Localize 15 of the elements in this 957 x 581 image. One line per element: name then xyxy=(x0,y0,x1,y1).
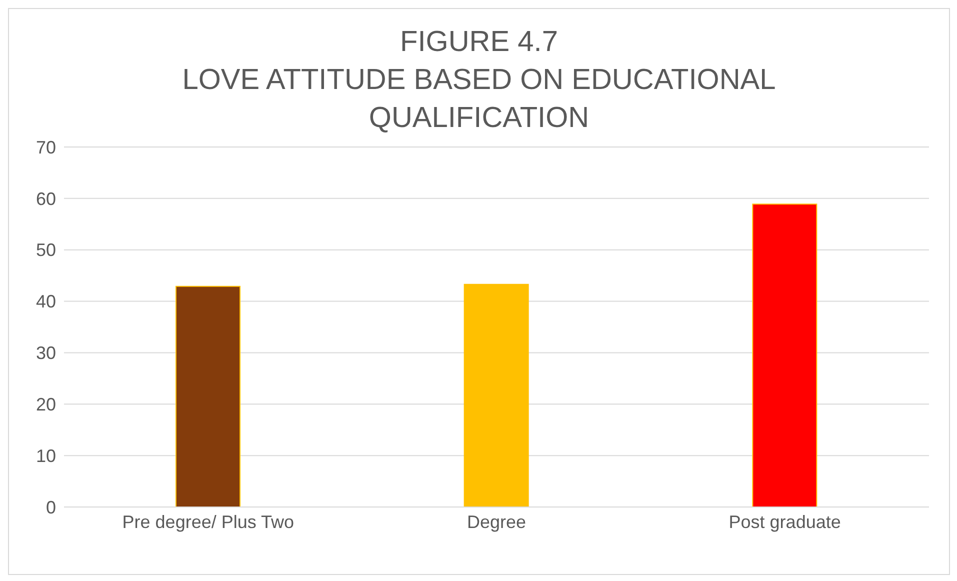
y-tick-label: 0 xyxy=(46,497,56,518)
y-tick-label: 50 xyxy=(36,240,56,260)
y-tick-label: 10 xyxy=(36,446,56,466)
y-tick-label: 20 xyxy=(36,394,56,415)
x-tick-label: Degree xyxy=(466,512,526,532)
bar xyxy=(464,284,529,507)
x-tick-label: Post graduate xyxy=(728,512,841,532)
bar xyxy=(176,286,240,507)
y-tick-label: 60 xyxy=(36,188,56,209)
bar xyxy=(752,204,818,507)
y-tick-label: 70 xyxy=(36,137,56,158)
x-tick-label: Pre degree/ Plus Two xyxy=(122,512,294,532)
y-tick-label: 30 xyxy=(36,343,56,364)
y-tick-label: 40 xyxy=(36,292,56,312)
chart-title: FIGURE 4.7 LOVE ATTITUDE BASED ON EDUCATIONAL QUALIFICATION xyxy=(181,25,777,136)
